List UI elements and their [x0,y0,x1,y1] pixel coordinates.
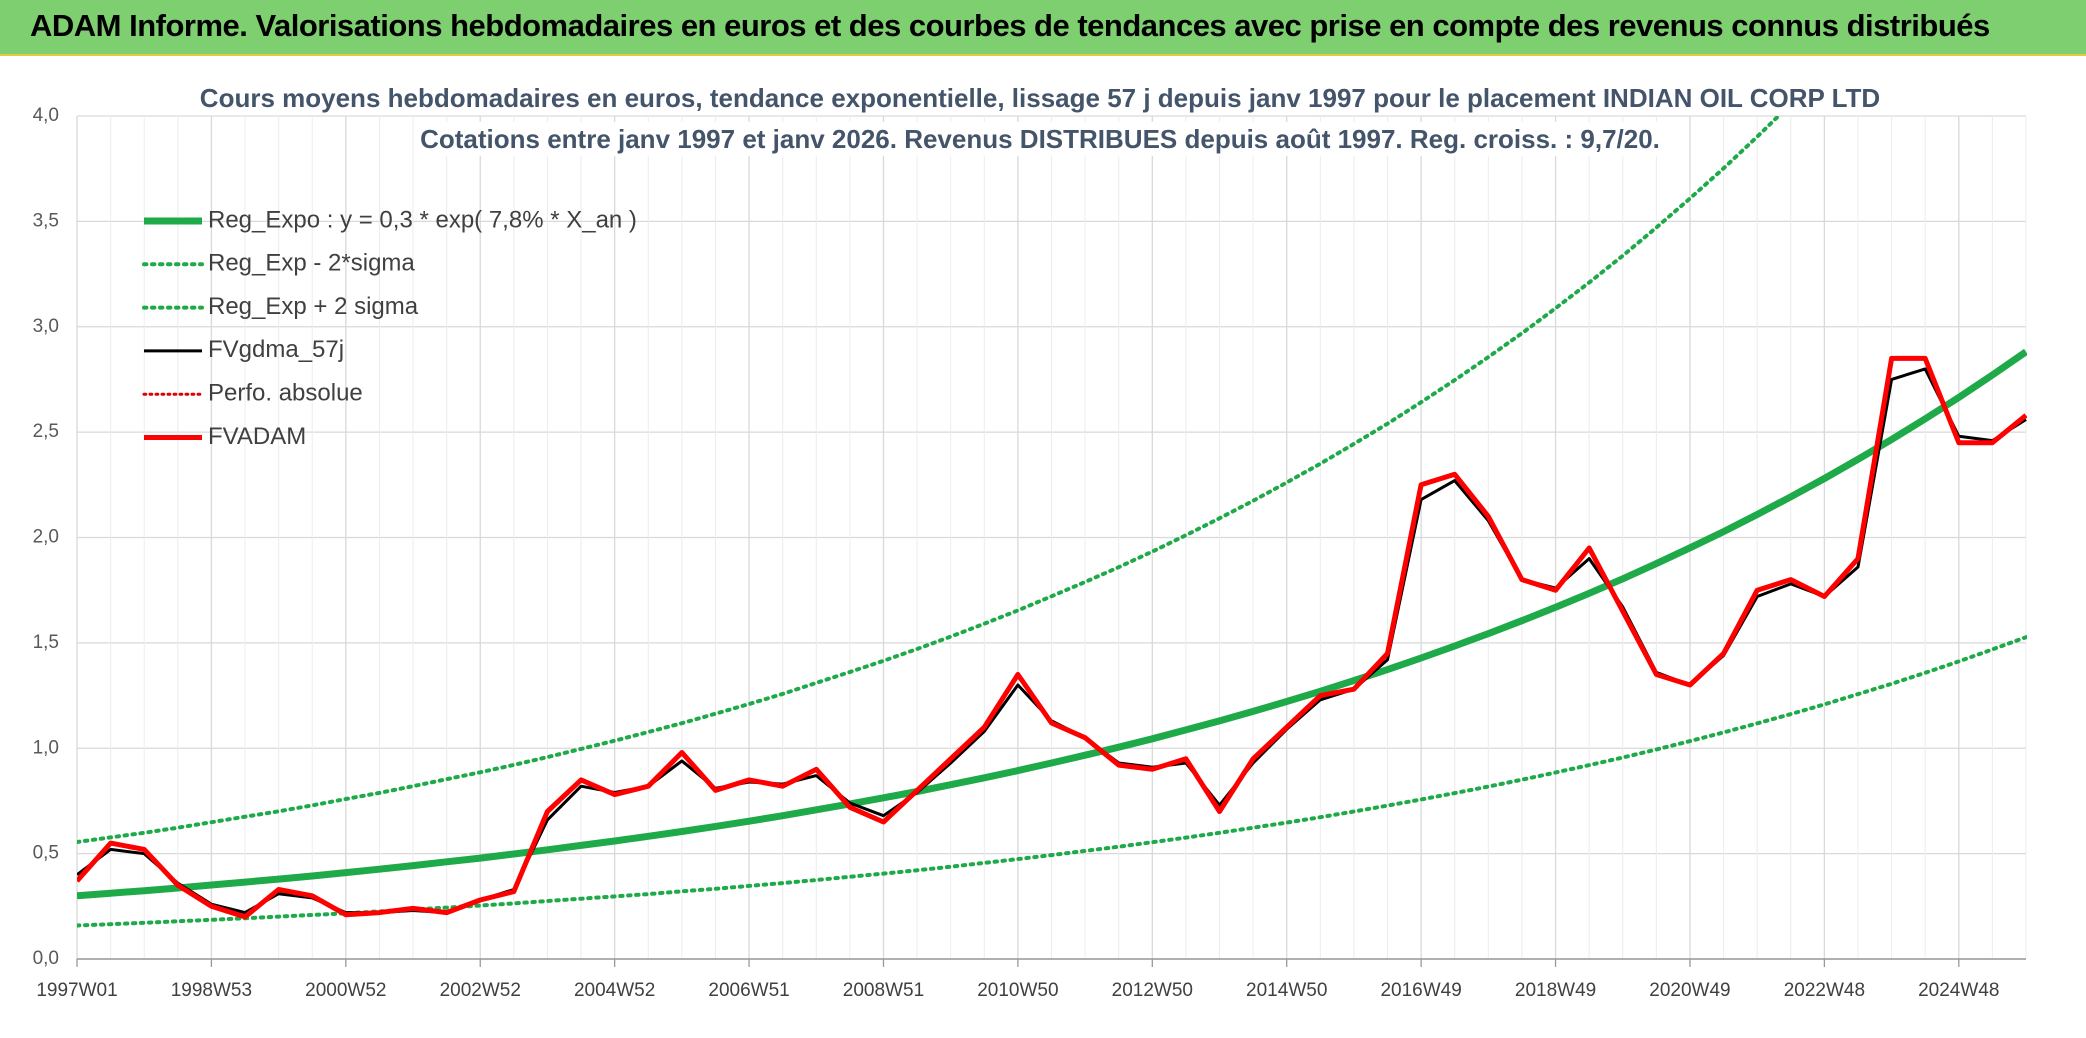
series-line [77,355,2027,920]
x-tick-label: 2000W52 [305,980,386,1001]
y-tick-label: 3,5 [33,210,59,231]
x-tick-label: 2006W51 [708,980,789,1001]
y-tick-label: 2,0 [33,527,59,548]
x-tick-label: 2020W49 [1649,980,1730,1001]
x-tick-label: 2024W48 [1918,980,1999,1001]
x-tick-label: 1997W01 [36,980,117,1001]
title-backing [193,80,1887,115]
header: ADAM Informe. Valorisations hebdomadaire… [0,0,2086,56]
legend-label: Reg_Exp + 2 sigma [208,293,419,320]
chart-subtitle: Cotations entre janv 1997 et janv 2026. … [420,124,1660,154]
chart: 0,0 0,5 1,0 1,5 2,0 2,5 3,0 3,5 4,0 1997W01 1998W5… [33,80,2027,1001]
y-tick-label: 3,0 [33,316,59,337]
y-tick-label: 2,5 [33,421,59,442]
x-tick-label: 2010W50 [977,980,1058,1001]
x-tick-label: 2012W50 [1112,980,1193,1001]
overlay: Cours moyens hebdomadaires en euros, ten… [142,80,1887,450]
legend-label: Perfo. absolue [208,380,363,407]
y-tick-label: 1,0 [33,737,59,758]
legend-label: Reg_Exp - 2*sigma [208,250,415,277]
header-title: ADAM Informe. Valorisations hebdomadaire… [30,8,1990,43]
legend-label: FVADAM [208,423,306,450]
x-tick-label: 2008W51 [843,980,924,1001]
legend-label: FVgdma_57j [208,336,344,363]
y-tick-label: 0,0 [33,948,59,969]
y-tick-label: 4,0 [33,105,59,126]
x-tick-label: 2018W49 [1515,980,1596,1001]
series-line [77,635,2027,928]
x-tick-label: 2014W50 [1246,980,1327,1001]
chart-title: Cours moyens hebdomadaires en euros, ten… [200,83,1880,113]
x-tick-label: 2022W48 [1784,980,1865,1001]
y-tick-label: 1,5 [33,632,59,653]
series-line [77,348,2027,900]
series-line [77,116,1782,844]
title-backing [414,121,1666,156]
x-tick-label: 2002W52 [440,980,521,1001]
grid: 0,0 0,5 1,0 1,5 2,0 2,5 3,0 3,5 4,0 1997W01 1998W5… [33,105,2027,1001]
x-tick-label: 2004W52 [574,980,655,1001]
x-tick-label: 1998W53 [171,980,252,1001]
y-tick-label: 0,5 [33,843,59,864]
legend-label: Reg_Expo : y = 0,3 * exp( 7,8% * X_an ) [208,206,637,233]
x-tick-label: 2016W49 [1380,980,1461,1001]
plot-area [77,116,2027,928]
